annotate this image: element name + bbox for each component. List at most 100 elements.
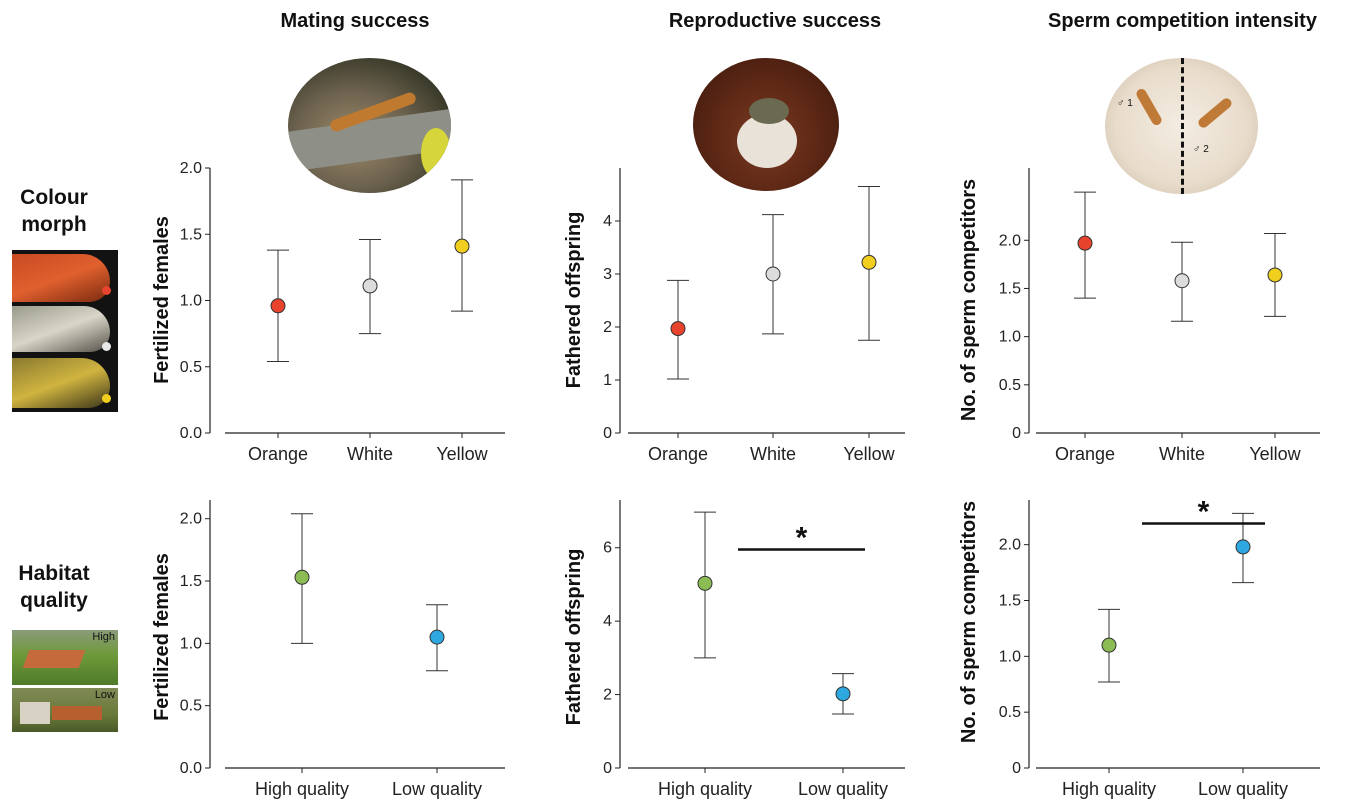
data-point [1267, 267, 1283, 283]
y-tick-label: 4 [603, 613, 612, 630]
white-lizard-head-image [12, 306, 110, 352]
lizards-mating-photo [288, 58, 451, 193]
y-axis-label: Fathered offspring [563, 549, 585, 726]
data-point [1101, 637, 1117, 653]
male-1-label: ♂ 1 [1117, 98, 1133, 109]
y-axis-label: Fathered offspring [563, 212, 585, 389]
sperm-competition-photo: ♂ 1 ♂ 2 [1105, 58, 1258, 194]
data-point [270, 298, 286, 314]
y-tick-label: 2.0 [999, 537, 1021, 554]
crate-shape [20, 702, 50, 724]
y-tick-label: 0.5 [180, 698, 202, 715]
data-point [861, 254, 877, 270]
x-tick-label: Orange [1055, 444, 1115, 464]
column-title-mating-success: Mating success [280, 10, 430, 32]
habitat-high-photo: High [12, 630, 118, 685]
data-point [697, 575, 713, 591]
data-point [835, 686, 851, 702]
leaf-shape [421, 128, 451, 178]
x-tick-label: High quality [658, 779, 752, 799]
white-dot-icon [102, 342, 111, 351]
x-tick-label: High quality [1062, 779, 1156, 799]
x-tick-label: White [347, 444, 393, 464]
x-tick-label: Low quality [798, 779, 888, 799]
x-tick-label: White [750, 444, 796, 464]
x-tick-label: Low quality [1198, 779, 1288, 799]
male-2-label: ♂ 2 [1193, 144, 1209, 155]
colour-morph-photo [12, 250, 118, 412]
y-tick-label: 0 [1012, 760, 1021, 777]
row-label-habitat-line2: quality [20, 589, 88, 613]
y-tick-label: 1 [603, 372, 612, 389]
y-tick-label: 4 [603, 213, 612, 230]
habitat-low-photo: Low [12, 688, 118, 732]
y-tick-label: 0.0 [180, 425, 202, 442]
x-tick-label: High quality [255, 779, 349, 799]
row-label-colour-line1: Colour [20, 186, 88, 209]
row-label-habitat-line1: Habitat [18, 562, 90, 585]
data-point [429, 629, 445, 645]
x-tick-label: Yellow [436, 444, 488, 464]
data-point [765, 266, 781, 282]
data-point [1077, 235, 1093, 251]
y-tick-label: 2.0 [999, 232, 1021, 249]
panel-reproductive-habitat: 0 2 4 6 High quality Low quality Fathered offs… [563, 500, 905, 799]
row-label-habitat-quality: Habitat quality [0, 560, 108, 615]
x-tick-label: Orange [248, 444, 308, 464]
y-tick-label: 0.5 [180, 359, 202, 376]
x-tick-label: Orange [648, 444, 708, 464]
data-point [454, 238, 470, 254]
y-tick-label: 0 [603, 760, 612, 777]
significance-label: * [796, 522, 808, 555]
y-tick-label: 1.5 [180, 573, 202, 590]
x-tick-label: Yellow [1249, 444, 1301, 464]
y-tick-label: 2.0 [180, 511, 202, 528]
y-tick-label: 1.5 [180, 226, 202, 243]
data-point [294, 569, 310, 585]
x-tick-label: White [1159, 444, 1205, 464]
y-axis-label: Fertilized females [151, 216, 173, 384]
panel-sperm-habitat: 0 0.5 1.0 1.5 2.0 High quality Low quality No. … [958, 495, 1320, 799]
y-tick-label: 1.0 [180, 635, 202, 652]
y-tick-label: 1.5 [999, 280, 1021, 297]
y-tick-label: 1.0 [999, 648, 1021, 665]
row-label-colour-line2: morph [21, 213, 87, 237]
rack-shape [52, 706, 102, 720]
y-tick-label: 0 [603, 425, 612, 442]
hatchling-photo [693, 58, 839, 191]
dashed-divider [1181, 58, 1184, 194]
habitat-high-label: High [92, 631, 115, 643]
panel-reproductive-colour: 0 1 2 3 4 Orange White Yellow Fathered offspring [563, 168, 905, 464]
column-title-sperm-competition: Sperm competition intensity [1048, 10, 1317, 32]
y-tick-label: 0.0 [180, 760, 202, 777]
panel-sperm-colour: 0 0.5 1.0 1.5 2.0 Orange White Yellow No. of spe… [958, 168, 1320, 464]
data-point [1174, 273, 1190, 289]
orange-dot-icon [102, 286, 111, 295]
yellow-dot-icon [102, 394, 111, 403]
y-tick-label: 2 [603, 687, 612, 704]
y-axis-label: No. of sperm competitors [958, 501, 980, 743]
y-tick-label: 3 [603, 266, 612, 283]
panel-mating-habitat: 0.0 0.5 1.0 1.5 2.0 High quality Low quality Fe… [151, 500, 505, 799]
y-tick-label: 1.0 [999, 329, 1021, 346]
y-tick-label: 6 [603, 540, 612, 557]
orange-lizard-head-image [12, 254, 110, 302]
y-tick-label: 0 [1012, 425, 1021, 442]
data-point [1235, 539, 1251, 555]
yellow-lizard-head-image [12, 358, 110, 408]
y-axis-label: Fertilized females [151, 553, 173, 721]
y-tick-label: 2 [603, 319, 612, 336]
data-point [362, 278, 378, 294]
x-tick-label: Low quality [392, 779, 482, 799]
y-tick-label: 2.0 [180, 160, 202, 177]
y-tick-label: 1.0 [180, 293, 202, 310]
data-point [670, 321, 686, 337]
column-title-reproductive-success: Reproductive success [668, 10, 882, 32]
y-axis-label: No. of sperm competitors [958, 179, 980, 421]
y-tick-label: 0.5 [999, 704, 1021, 721]
x-tick-label: Yellow [843, 444, 895, 464]
row-label-colour-morph: Colour morph [0, 184, 108, 239]
y-tick-label: 1.5 [999, 593, 1021, 610]
y-tick-label: 0.5 [999, 377, 1021, 394]
